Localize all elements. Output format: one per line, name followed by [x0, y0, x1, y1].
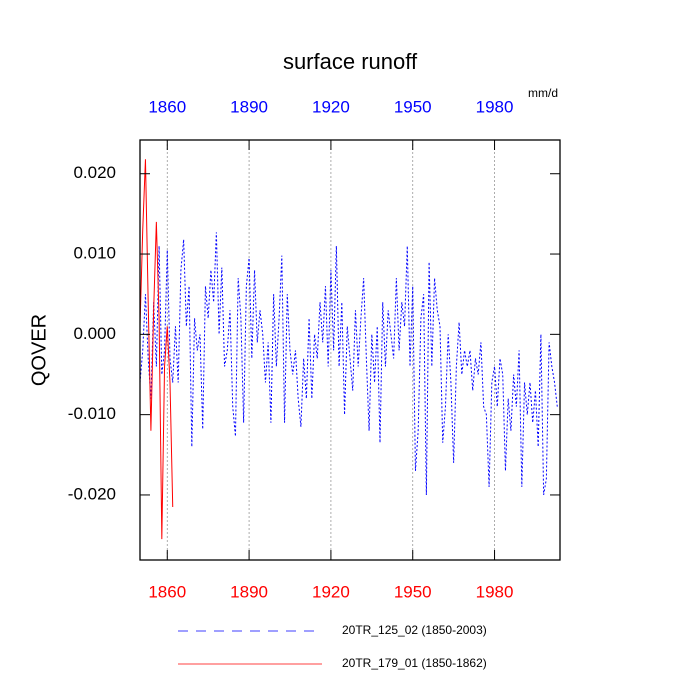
y-tick-label: -0.020 [68, 484, 116, 503]
x-tick-label: 1860 [148, 582, 186, 601]
y-axis-label: QOVER [28, 314, 50, 386]
plot-frame [139, 139, 561, 561]
units-label: mm/d [528, 86, 558, 100]
x-top-tick-label: 1980 [476, 97, 514, 116]
x-top-tick-label: 1950 [394, 97, 432, 116]
plot-area [140, 159, 558, 540]
x-tick-label: 1920 [312, 582, 350, 601]
y-tick-label: 0.000 [73, 324, 116, 343]
y-tick-label: 0.010 [73, 244, 116, 263]
x-tick-label: 1890 [230, 582, 268, 601]
series-line [140, 159, 174, 540]
legend-label: 20TR_179_01 (1850-1862) [342, 656, 487, 670]
x-top-tick-label: 1920 [312, 97, 350, 116]
chart-title: surface runoff [283, 49, 418, 74]
y-tick-label: 0.020 [73, 163, 116, 182]
x-tick-label: 1950 [394, 582, 432, 601]
legend-label: 20TR_125_02 (1850-2003) [342, 623, 487, 637]
y-tick-label: -0.010 [68, 404, 116, 423]
series-line [140, 232, 558, 496]
x-top-tick-label: 1860 [148, 97, 186, 116]
x-tick-label: 1980 [476, 582, 514, 601]
x-top-tick-label: 1890 [230, 97, 268, 116]
grid [166, 140, 495, 560]
